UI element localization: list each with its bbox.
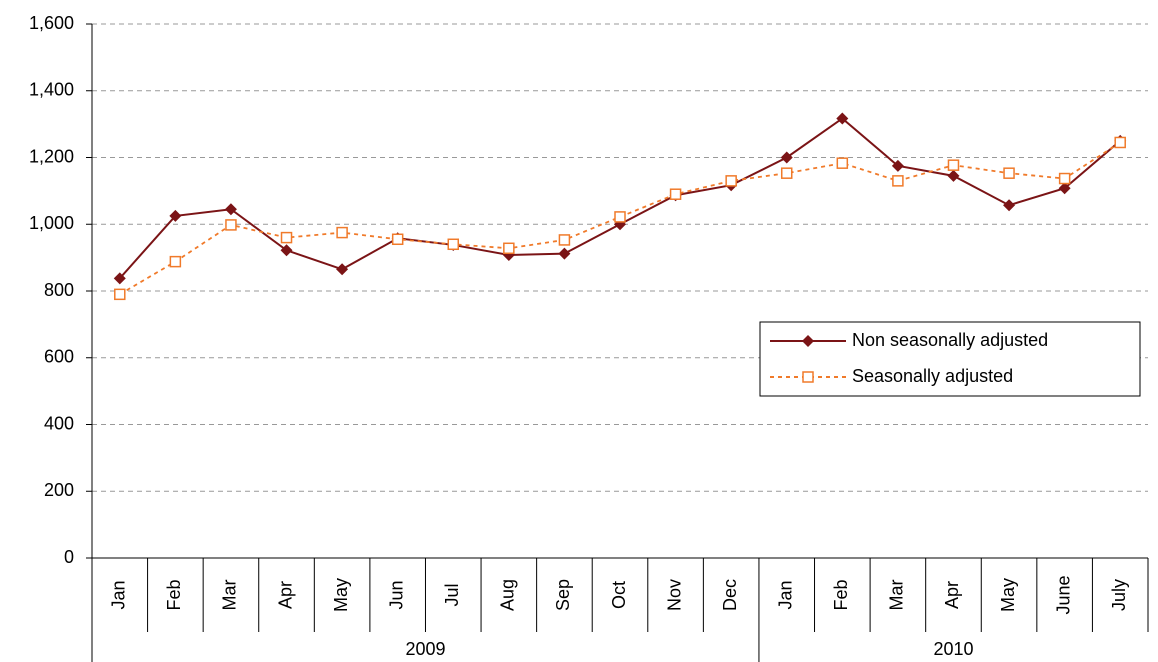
data-point [947, 169, 960, 182]
data-point [558, 234, 571, 246]
y-tick-label: 600 [44, 347, 74, 367]
data-point [503, 242, 515, 255]
data-point [780, 167, 793, 179]
legend [759, 321, 1141, 397]
data-point [1058, 182, 1071, 195]
group-label: 2010 [933, 639, 973, 659]
data-point [169, 209, 182, 222]
x-tick-label: Mar [220, 579, 240, 610]
data-point [280, 244, 293, 257]
data-point [725, 175, 737, 187]
y-tick-label: 800 [44, 280, 74, 300]
data-point [892, 175, 904, 187]
x-tick-label: Dec [720, 579, 740, 611]
y-tick-label: 400 [44, 413, 74, 433]
data-point [114, 288, 126, 301]
x-tick-label: Feb [831, 579, 851, 610]
x-tick-label: Jul [442, 583, 462, 606]
data-point [836, 112, 849, 125]
legend-label: Non seasonally adjusted [852, 330, 1048, 350]
y-tick-label: 0 [64, 547, 74, 567]
y-tick-label: 1,400 [29, 80, 74, 100]
series-line [119, 117, 1121, 279]
data-point [558, 247, 571, 260]
x-tick-label: May [998, 578, 1018, 612]
data-point [891, 159, 904, 172]
x-tick-label: Nov [664, 579, 684, 611]
data-point [1114, 136, 1126, 149]
y-tick-label: 1,200 [29, 146, 74, 166]
data-point [947, 159, 960, 171]
x-tick-label: Apr [942, 581, 962, 609]
x-tick-label: Jan [775, 580, 795, 609]
x-tick-label: May [331, 578, 351, 612]
data-point [447, 238, 460, 251]
legend-label: Seasonally adjusted [852, 366, 1013, 386]
data-point [614, 211, 626, 223]
data-point [391, 233, 404, 246]
data-point [169, 255, 182, 268]
x-tick-label: Sep [553, 579, 573, 611]
x-tick-label: Mar [887, 579, 907, 610]
data-point [225, 219, 237, 231]
data-point [1003, 167, 1015, 179]
x-tick-label: Aug [498, 579, 518, 611]
y-tick-label: 1,600 [29, 13, 74, 33]
y-tick-label: 200 [44, 480, 74, 500]
data-point [1058, 172, 1071, 185]
x-tick-label: July [1109, 579, 1129, 611]
x-tick-label: Jan [109, 580, 129, 609]
data-point [780, 151, 793, 164]
x-tick-label: Apr [275, 581, 295, 609]
data-point [669, 188, 682, 200]
legend-marker [802, 335, 814, 347]
data-point [113, 272, 126, 285]
data-point [336, 263, 349, 276]
data-point [1003, 199, 1016, 212]
x-tick-label: June [1053, 575, 1073, 614]
data-point [280, 231, 293, 244]
data-point [836, 157, 849, 169]
data-point [336, 226, 348, 239]
legend-marker [802, 371, 814, 383]
x-tick-label: Feb [164, 579, 184, 610]
y-tick-label: 1,000 [29, 213, 74, 233]
x-tick-label: Oct [609, 581, 629, 609]
group-label: 2009 [405, 639, 445, 659]
x-tick-label: Jun [386, 580, 406, 609]
data-point [224, 203, 237, 216]
